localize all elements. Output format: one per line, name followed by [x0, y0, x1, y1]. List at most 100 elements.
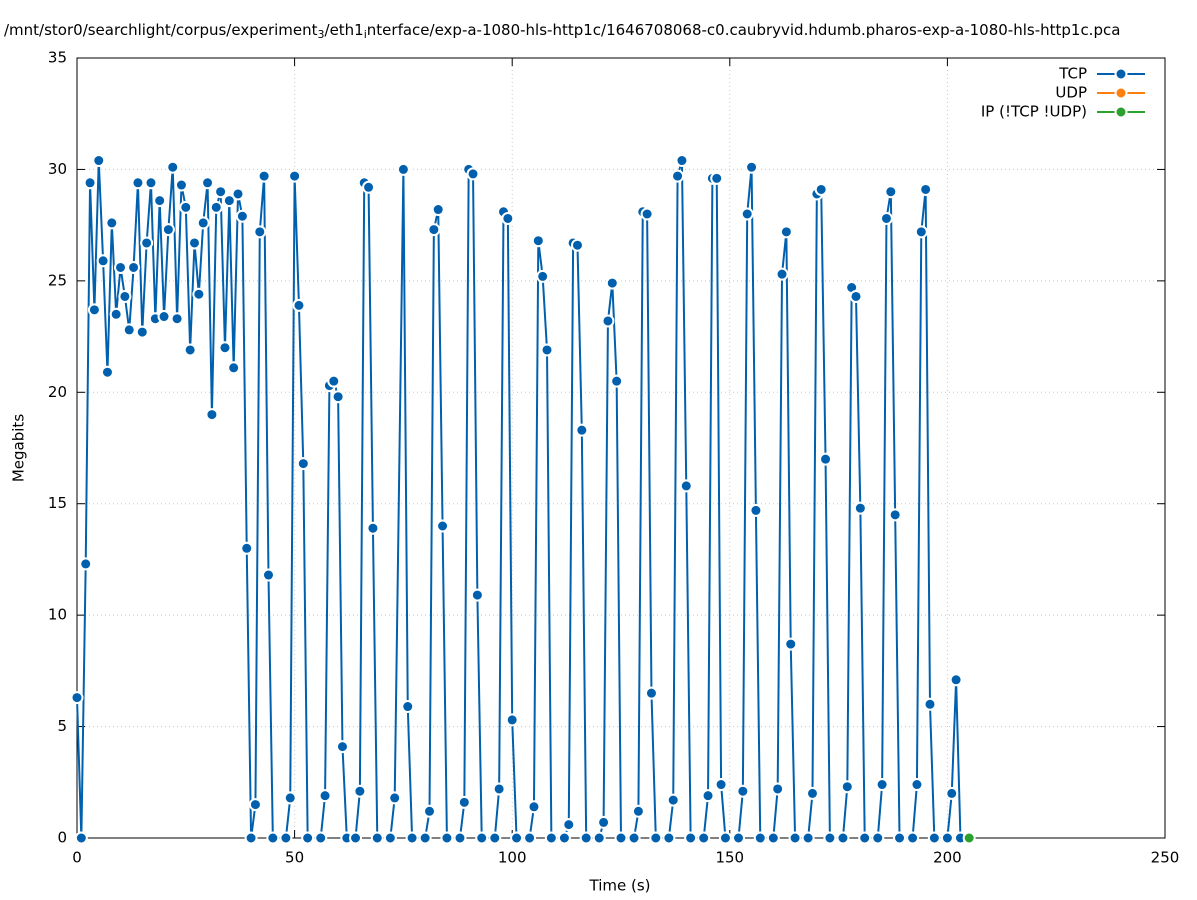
- data-point: [301, 831, 315, 845]
- data-point: [906, 831, 920, 845]
- y-tick-label: 15: [48, 494, 67, 512]
- data-point: [627, 831, 641, 845]
- data-point: [144, 176, 158, 190]
- data-point: [679, 479, 693, 493]
- data-point: [235, 209, 249, 223]
- data-point: [749, 503, 763, 517]
- data-point: [222, 194, 236, 208]
- y-tick-label: 30: [48, 160, 67, 178]
- data-point: [401, 700, 415, 714]
- data-point: [710, 171, 724, 185]
- data-point: [740, 207, 754, 221]
- data-point: [805, 786, 819, 800]
- data-point: [488, 831, 502, 845]
- plot-frame: [76, 57, 1166, 839]
- data-point: [131, 176, 145, 190]
- data-point: [510, 831, 524, 845]
- data-point: [540, 343, 554, 357]
- data-point: [140, 236, 154, 250]
- data-point: [949, 673, 963, 687]
- data-point: [366, 521, 380, 535]
- data-point: [209, 200, 223, 214]
- data-point: [597, 815, 611, 829]
- data-point: [100, 365, 114, 379]
- data-point: [214, 185, 228, 199]
- data-point: [362, 180, 376, 194]
- legend-marker: [1114, 86, 1128, 100]
- x-tick-label: 250: [1151, 849, 1180, 867]
- data-point: [105, 216, 119, 230]
- data-point: [579, 831, 593, 845]
- data-point: [945, 786, 959, 800]
- data-point: [118, 289, 132, 303]
- data-point: [109, 307, 123, 321]
- y-tick-label: 35: [48, 49, 67, 67]
- data-point: [631, 804, 645, 818]
- data-point: [640, 207, 654, 221]
- data-point: [244, 831, 258, 845]
- data-point: [714, 778, 728, 792]
- data-point: [436, 519, 450, 533]
- title-part: /mnt/stor0/searchlight/corpus/experiment: [4, 21, 318, 39]
- data-point: [201, 176, 215, 190]
- data-point: [349, 831, 363, 845]
- data-point: [775, 267, 789, 281]
- x-tick-label: 0: [72, 849, 82, 867]
- data-point: [405, 831, 419, 845]
- data-point: [296, 457, 310, 471]
- data-point: [261, 568, 275, 582]
- data-point: [266, 831, 280, 845]
- data-point: [771, 782, 785, 796]
- data-point: [684, 831, 698, 845]
- data-point: [888, 508, 902, 522]
- data-point: [536, 269, 550, 283]
- data-point: [557, 831, 571, 845]
- data-point: [122, 323, 136, 337]
- data-point: [644, 686, 658, 700]
- data-point: [79, 557, 93, 571]
- data-point: [666, 793, 680, 807]
- y-axis-label: Megabits: [10, 414, 28, 482]
- x-tick-label: 50: [285, 849, 304, 867]
- data-point: [96, 254, 110, 268]
- data-point: [940, 831, 954, 845]
- x-tick-label: 150: [715, 849, 744, 867]
- data-point: [575, 423, 589, 437]
- data-point: [457, 795, 471, 809]
- data-point: [671, 169, 685, 183]
- data-point: [253, 225, 267, 239]
- data-point: [218, 341, 232, 355]
- data-point: [784, 637, 798, 651]
- data-point: [819, 452, 833, 466]
- data-point: [718, 831, 732, 845]
- y-tick-label: 10: [48, 606, 67, 624]
- data-point: [440, 831, 454, 845]
- data-point: [531, 234, 545, 248]
- y-tick-label: 5: [57, 717, 67, 735]
- data-point: [470, 588, 484, 602]
- data-point: [92, 154, 106, 168]
- data-point: [779, 225, 793, 239]
- legend-label: IP (!TCP !UDP): [981, 103, 1087, 121]
- data-point: [610, 374, 624, 388]
- data-point: [697, 831, 711, 845]
- data-point: [732, 831, 746, 845]
- x-axis-label: Time (s): [589, 877, 651, 895]
- data-point: [370, 831, 384, 845]
- data-point: [840, 780, 854, 794]
- data-point: [505, 713, 519, 727]
- data-point: [453, 831, 467, 845]
- series-line: [76, 160, 962, 839]
- data-point: [188, 236, 202, 250]
- data-point: [753, 831, 767, 845]
- data-point: [153, 194, 167, 208]
- data-point: [423, 804, 437, 818]
- data-point: [135, 325, 149, 339]
- data-point: [314, 831, 328, 845]
- data-point: [836, 831, 850, 845]
- legend-label: UDP: [1055, 84, 1087, 102]
- data-point: [227, 361, 241, 375]
- data-point: [662, 831, 676, 845]
- data-point: [327, 374, 341, 388]
- data-point: [388, 791, 402, 805]
